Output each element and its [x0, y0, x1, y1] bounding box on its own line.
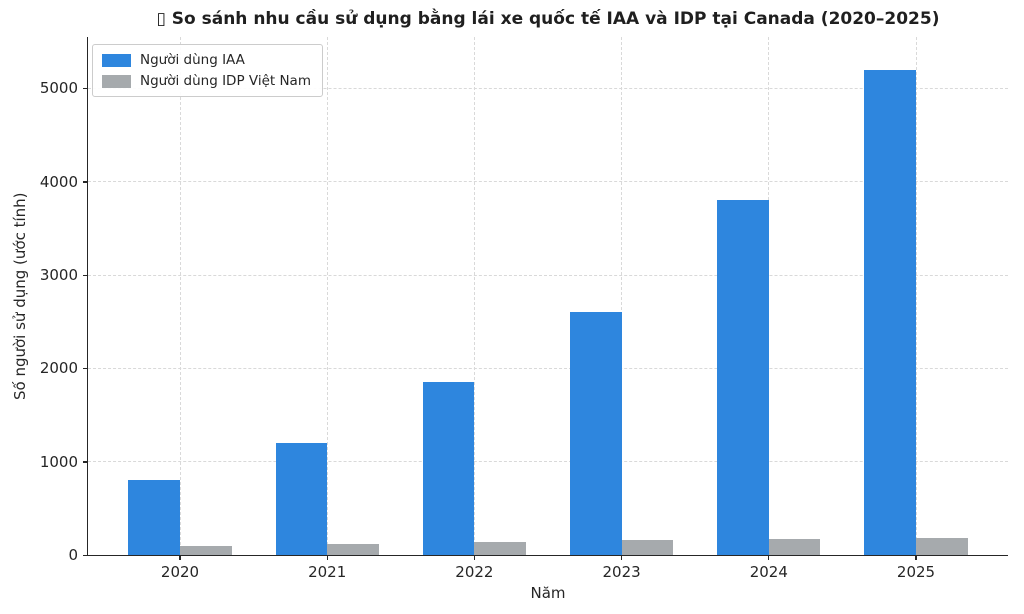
x-tick-label-2025: 2025: [896, 563, 936, 581]
bar-iaa-2025: [864, 69, 916, 555]
legend-swatch-iaa: [102, 53, 131, 67]
y-tick-mark-1000: [83, 461, 88, 463]
x-tick-mark-2020: [179, 555, 181, 560]
legend-label-idp: Người dùng IDP Việt Nam: [140, 73, 311, 89]
h-gridline-1000: [88, 461, 1008, 463]
bar-iaa-2022: [422, 382, 475, 555]
bar-iaa-2020: [128, 480, 180, 555]
x-tick-mark-2021: [326, 555, 328, 560]
y-tick-label-5000: 5000: [39, 79, 78, 98]
y-tick-mark-2000: [83, 367, 88, 370]
bar-iaa-2024: [717, 200, 769, 555]
legend-item-iaa: Người dùng IAA: [102, 52, 311, 68]
y-axis-label: Số người sử dụng (ước tính): [11, 192, 29, 400]
legend: Người dùng IAA Người dùng IDP Việt Nam: [92, 44, 323, 97]
bar-idp-2023: [621, 540, 674, 555]
y-tick-label-2000: 2000: [39, 359, 78, 378]
x-axis-spine: [86, 555, 1008, 557]
x-tick-label-2022: 2022: [455, 563, 494, 581]
bar-idp-2020: [180, 545, 232, 555]
y-tick-mark-0: [83, 554, 88, 556]
v-gridline-2025: [915, 37, 917, 555]
y-tick-label-4000: 4000: [39, 172, 78, 191]
y-axis-spine: [86, 37, 88, 557]
bar-idp-2022: [474, 541, 526, 555]
y-tick-label-0: 0: [68, 546, 78, 564]
chart-title: ▯ So sánh nhu cầu sử dụng bằng lái xe qu…: [156, 9, 940, 29]
v-gridline-2022: [473, 37, 475, 555]
y-tick-label-1000: 1000: [39, 452, 78, 471]
v-gridline-2021: [326, 37, 328, 555]
v-gridline-2020: [179, 37, 181, 555]
bar-idp-2025: [916, 538, 968, 555]
y-tick-mark-4000: [83, 181, 88, 183]
x-tick-mark-2025: [915, 555, 917, 560]
legend-item-idp: Người dùng IDP Việt Nam: [102, 73, 311, 89]
h-gridline-2000: [88, 367, 1008, 369]
y-tick-mark-3000: [83, 274, 88, 276]
x-tick-label-2021: 2021: [308, 563, 347, 581]
x-axis-label: Năm: [530, 584, 566, 602]
x-tick-label-2020: 2020: [160, 563, 200, 581]
legend-swatch-idp: [102, 74, 131, 88]
v-gridline-2023: [621, 37, 623, 555]
bar-idp-2024: [768, 539, 821, 555]
x-tick-mark-2023: [620, 555, 623, 560]
bar-idp-2021: [327, 543, 379, 555]
legend-label-iaa: Người dùng IAA: [140, 52, 245, 68]
plot-area: [88, 37, 1008, 555]
x-tick-label-2024: 2024: [749, 563, 788, 581]
x-tick-mark-2022: [473, 555, 476, 560]
v-gridline-2024: [768, 37, 770, 555]
h-gridline-5000: [88, 87, 1008, 89]
h-gridline-3000: [88, 274, 1008, 276]
x-tick-mark-2024: [768, 555, 770, 560]
h-gridline-4000: [88, 181, 1008, 183]
y-tick-mark-5000: [83, 87, 88, 90]
bar-iaa-2021: [275, 443, 328, 555]
x-tick-label-2023: 2023: [602, 563, 641, 581]
y-tick-label-3000: 3000: [39, 266, 78, 284]
bar-iaa-2023: [570, 312, 622, 555]
